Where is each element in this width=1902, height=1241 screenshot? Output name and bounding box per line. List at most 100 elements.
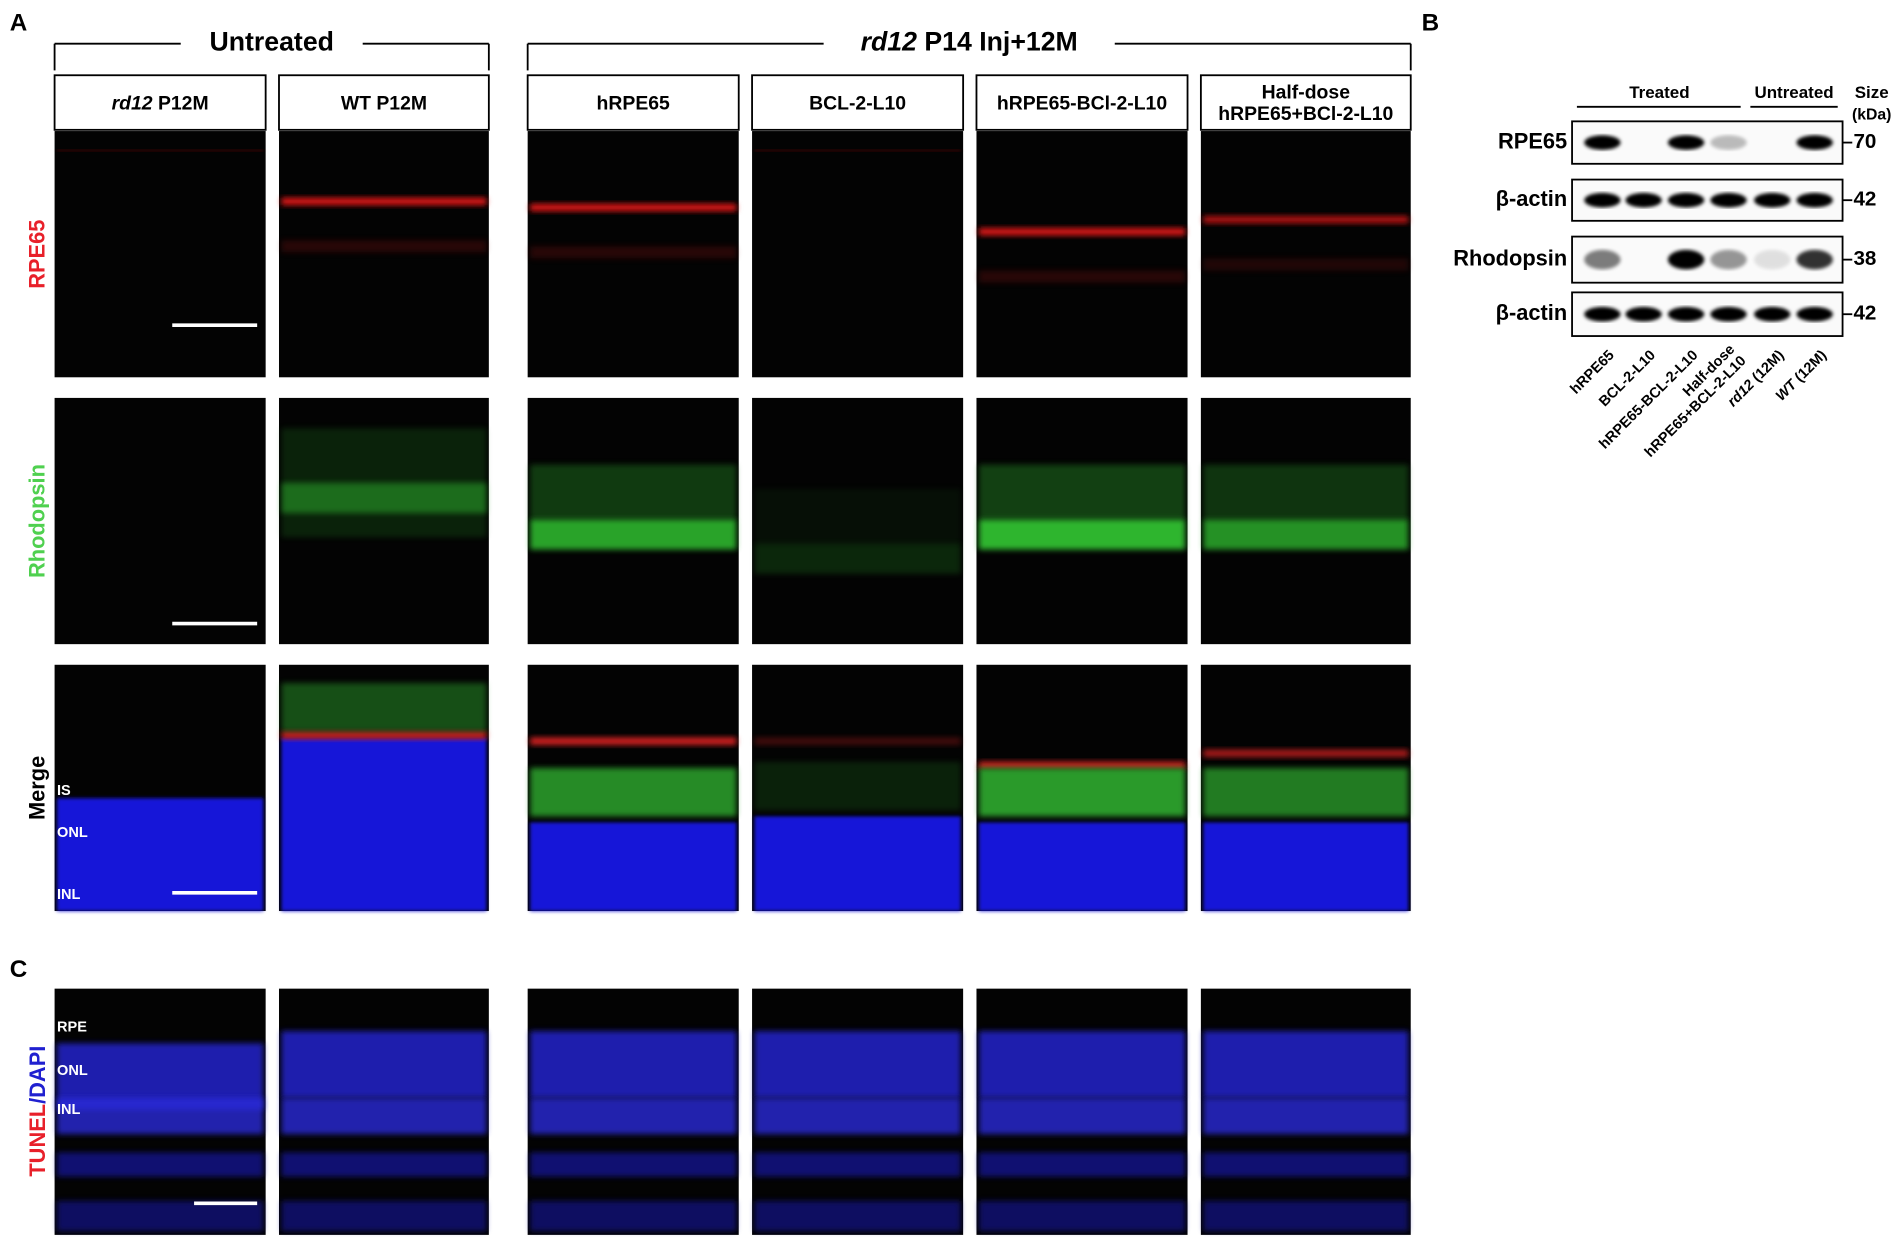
column-header-box [53,74,267,131]
column-header-box [278,74,490,131]
signal-band [530,822,737,912]
micrograph [54,131,266,378]
signal-band [57,1097,264,1135]
signal-band [1203,767,1409,817]
blot-band [1625,306,1662,322]
blot-label: RPE65 [1498,128,1567,153]
blot-band [1667,135,1705,150]
column-header: Half-dose hRPE65+BCl-2-L10 [1218,82,1393,125]
signal-band [281,240,487,253]
signal-band [978,270,1186,283]
signal-band [57,1200,264,1232]
signal-band [530,767,737,817]
signal-band [754,1152,961,1177]
signal-band [978,1097,1186,1135]
column-header-box [1199,74,1412,131]
layer-label: IS [57,783,71,799]
signal-band [1203,519,1409,550]
size-header: Size [1855,83,1889,102]
micrograph [1200,988,1411,1235]
blot-band [1710,192,1747,208]
blot-band [1584,135,1621,150]
text: BCL-2-L10 [809,92,906,114]
micrograph [54,664,266,912]
blot-band [1796,249,1833,270]
western-blot [1571,178,1844,222]
western-blot [1571,235,1844,284]
micrograph [527,397,739,645]
blot-band [1754,192,1791,208]
group-label: Treated [1629,83,1689,102]
signal-band [754,149,961,152]
italic-text: rd12 [861,27,918,57]
signal-band [57,1152,264,1177]
image-background [54,131,266,378]
signal-band [978,1200,1186,1232]
signal-band [530,203,737,212]
row-label: TUNEL/DAPI [25,1046,50,1177]
text: P12M [153,92,209,114]
panel-label: A [10,10,28,37]
blot-band [1754,249,1791,270]
micrograph [278,397,489,645]
signal-band [978,519,1186,550]
signal-band [754,543,961,574]
micrograph [278,988,489,1235]
group-label: Untreated [1754,83,1833,102]
panel-label: C [10,956,28,983]
micrograph [752,131,964,378]
western-blot [1571,291,1844,337]
layer-label: RPE [57,1019,87,1035]
signal-band [281,1031,487,1098]
marker-label: 70 [1853,130,1876,153]
text: hRPE65-BCl-2-L10 [997,92,1167,114]
row-label: Merge [25,756,50,820]
column-header-box [975,74,1189,131]
column-header-box [526,74,740,131]
micrograph [527,988,739,1235]
tunel-label: TUNEL [25,1104,50,1177]
blot-label: β-actin [1496,186,1568,211]
signal-band [57,149,264,152]
column-header: rd12 P12M [112,92,209,114]
signal-band [530,464,737,520]
signal-band [754,761,961,811]
text: (12M) [1789,347,1830,388]
micrograph [976,131,1188,378]
layer-label: INL [57,1102,81,1118]
signal-band [978,464,1186,520]
signal-band [530,519,737,550]
size-header: (kDa) [1852,106,1891,123]
column-header: hRPE65-BCl-2-L10 [997,92,1167,114]
blot-band [1667,192,1705,208]
column-header: BCL-2-L10 [809,92,906,114]
signal-band [754,1031,961,1098]
micrograph [54,988,266,1235]
signal-band [754,737,961,745]
signal-band [754,816,961,912]
text-line: hRPE65+BCl-2-L10 [1218,103,1393,125]
signal-band [281,682,487,732]
signal-band [281,737,487,912]
signal-band [1203,749,1409,757]
signal-band [281,731,487,739]
signal-band [978,228,1186,236]
micrograph [1200,131,1411,378]
signal-band [281,1152,487,1177]
micrograph [1200,664,1411,912]
blot-band [1754,306,1791,322]
micrograph [278,131,489,378]
micrograph [976,988,1188,1235]
blot-label: β-actin [1496,300,1568,325]
signal-band [978,767,1186,817]
signal-band [281,197,487,206]
blot-label: Rhodopsin [1453,245,1567,270]
text: WT P12M [341,92,427,114]
blot-band [1584,306,1621,322]
signal-band [1203,1031,1409,1098]
signal-band [754,488,961,544]
layer-label: INL [57,887,81,903]
blot-band [1710,135,1747,150]
marker-label: 38 [1853,247,1876,270]
group-label: rd12 P14 Inj+12M [861,27,1078,57]
